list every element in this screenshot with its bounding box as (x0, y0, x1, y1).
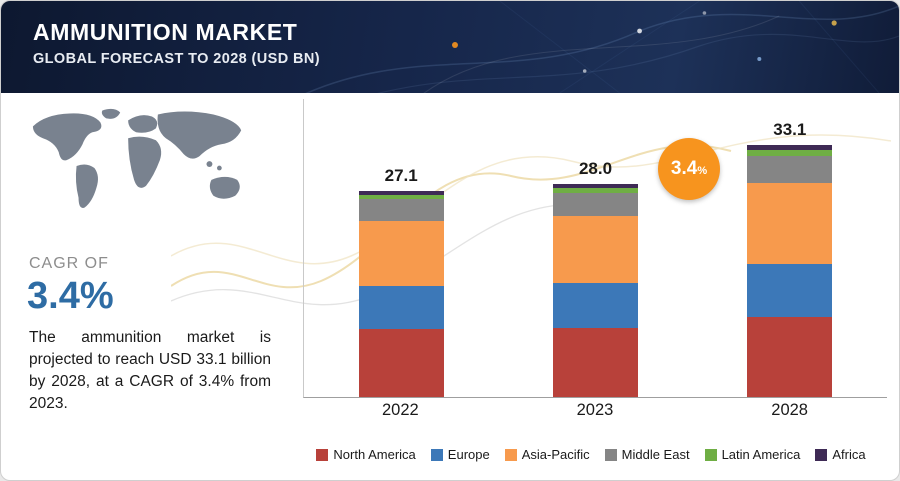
chart-legend: North America Europe Asia-Pacific Middle Ea… (291, 447, 891, 462)
legend-swatch-africa (815, 448, 828, 461)
segment-africa (552, 184, 638, 189)
segment-africa (358, 191, 444, 195)
legend-label: Latin America (721, 447, 801, 462)
cagr-label: CAGR OF (29, 255, 109, 272)
segment-asia-pacific (747, 182, 833, 265)
world-map (25, 103, 263, 235)
stacked-bar-chart: 27.1 28.0 33.1 (303, 99, 887, 398)
bar-stack-2022 (358, 191, 444, 397)
legend-label: Asia-Pacific (521, 447, 590, 462)
segment-latin-america (747, 150, 833, 157)
legend-item-europe: Europe (430, 447, 490, 462)
legend-item-latin-america: Latin America (704, 447, 801, 462)
legend-label: Africa (832, 447, 866, 462)
segment-north-america (552, 327, 638, 397)
legend-swatch-north-america (316, 448, 329, 461)
segment-asia-pacific (552, 216, 638, 284)
legend-swatch-asia-pacific (504, 448, 517, 461)
segment-latin-america (358, 194, 444, 200)
page-title: AMMUNITION MARKET (33, 19, 298, 45)
x-label-2028: 2028 (771, 401, 808, 419)
bar-2022: 27.1 (358, 166, 444, 397)
network-decoration (305, 1, 899, 93)
segment-middle-east (747, 156, 833, 183)
segment-north-america (747, 317, 833, 397)
legend-item-asia-pacific: Asia-Pacific (504, 447, 590, 462)
bar-2023: 28.0 (552, 159, 638, 397)
bar-total-label: 33.1 (773, 120, 807, 140)
bar-2028: 33.1 (747, 120, 833, 397)
legend-item-africa: Africa (815, 447, 866, 462)
segment-asia-pacific (358, 221, 444, 287)
segment-latin-america (552, 188, 638, 194)
segment-middle-east (552, 193, 638, 217)
legend-swatch-latin-america (704, 448, 717, 461)
segment-europe (552, 283, 638, 328)
legend-label: Middle East (621, 447, 690, 462)
x-label-2023: 2023 (576, 401, 614, 419)
x-axis-labels: 2022 2023 2028 (303, 401, 887, 425)
legend-swatch-middle-east (604, 448, 617, 461)
bar-stack-2023 (552, 184, 638, 397)
cagr-badge-suffix: % (697, 165, 708, 177)
legend-label: North America (333, 447, 416, 462)
market-description: The ammunition market is projected to re… (29, 329, 271, 412)
segment-north-america (358, 329, 444, 397)
cagr-badge-value: 3.4 (670, 158, 698, 179)
legend-item-middle-east: Middle East (604, 447, 690, 462)
segment-africa (747, 145, 833, 151)
bar-total-label: 27.1 (384, 166, 418, 186)
cagr-value: 3.4% (27, 275, 114, 317)
bar-stack-2028 (747, 145, 833, 397)
x-label-2022: 2022 (381, 401, 419, 419)
bar-total-label: 28.0 (578, 159, 613, 179)
segment-middle-east (358, 199, 444, 222)
cagr-badge: 3.4 % (658, 138, 720, 200)
page-subtitle: GLOBAL FORECAST TO 2028 (USD BN) (33, 51, 320, 67)
legend-label: Europe (447, 447, 490, 462)
segment-europe (358, 286, 444, 330)
segment-europe (747, 264, 833, 318)
legend-swatch-europe (430, 448, 443, 461)
legend-item-north-america: North America (316, 447, 416, 462)
header-banner: AMMUNITION MARKET GLOBAL FORECAST TO 202… (1, 1, 899, 93)
